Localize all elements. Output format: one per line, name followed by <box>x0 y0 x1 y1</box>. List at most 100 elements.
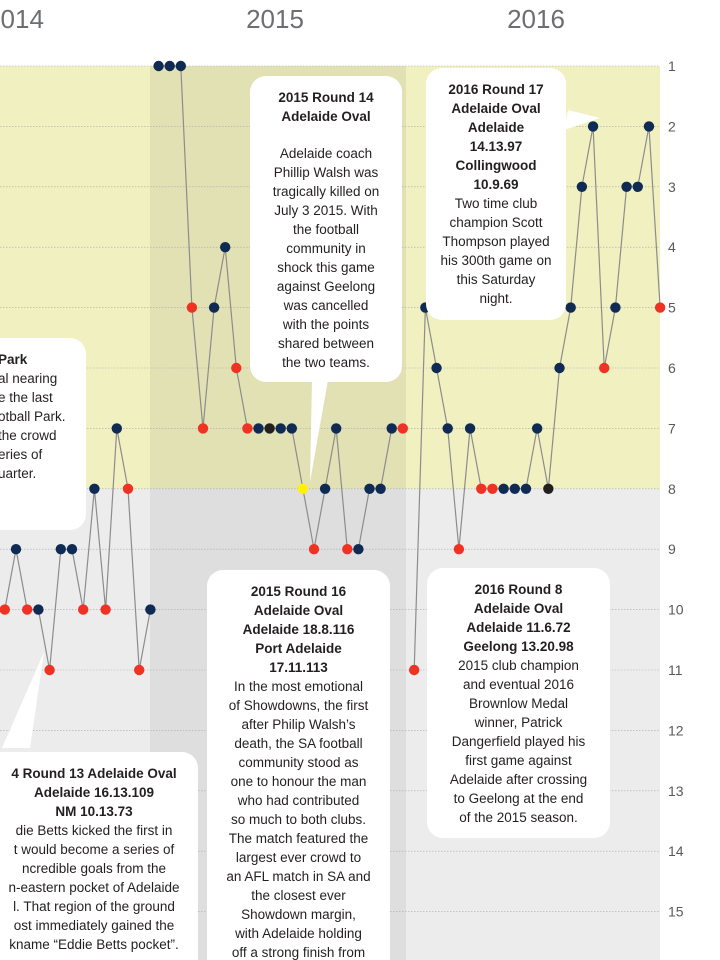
result-points <box>0 60 666 676</box>
callout-heading-line: Adelaide Oval <box>451 101 541 116</box>
callout-body-line: ost immediately gained the <box>13 918 175 933</box>
callout-body-line: Showdown margin, <box>241 907 356 922</box>
callout-body-line: so much to both clubs. <box>230 812 367 827</box>
result-point <box>654 302 666 313</box>
y-tick-label: 15 <box>668 904 684 920</box>
callout-body-line: t would become a series of <box>13 842 175 857</box>
callout-body-line: the crowd <box>0 428 57 443</box>
result-point <box>408 664 420 676</box>
result-point <box>531 423 543 434</box>
result-point <box>375 483 386 494</box>
result-point <box>599 362 610 374</box>
result-point <box>453 544 465 555</box>
result-point <box>220 242 231 253</box>
callout-body-line: one to honour the man <box>230 774 367 789</box>
result-point <box>587 121 599 132</box>
result-point <box>145 604 156 615</box>
result-point <box>297 483 309 494</box>
year-labels: 2014 2015 2016 <box>0 4 565 34</box>
callout-body-line: July 3 2015. With <box>274 203 378 218</box>
result-point <box>308 544 320 555</box>
callout-2015-round-16: 2015 Round 16 Adelaide Oval Adelaide 18.8.… <box>207 570 390 960</box>
y-tick-label: 6 <box>668 360 676 376</box>
result-point <box>22 604 33 615</box>
callout-body-line: of the 2015 season. <box>459 810 578 825</box>
callout-heading-line: 2015 Round 16 <box>250 584 347 599</box>
pointer-2015-round-14 <box>310 380 328 482</box>
callout-body-line: shock this game <box>277 260 375 275</box>
callout-heading-line: Adelaide 18.8.116 <box>242 622 355 637</box>
result-point <box>55 544 66 555</box>
result-point <box>386 423 397 434</box>
y-tick-label: 12 <box>668 722 684 738</box>
result-point <box>632 181 643 192</box>
callout-body-line: die Betts kicked the first in <box>15 823 173 838</box>
callout-heading-line: NM 10.13.73 <box>55 804 133 819</box>
callout-heading-line: Adelaide <box>467 120 525 135</box>
result-point <box>111 423 123 434</box>
callout-body-line: was cancelled <box>283 298 369 313</box>
y-tick-label: 8 <box>668 481 676 497</box>
callout-heading-line: Port Adelaide <box>255 641 342 656</box>
result-point <box>621 181 632 192</box>
result-point <box>543 483 554 494</box>
callout-heading-line: Adelaide 11.6.72 <box>466 620 571 635</box>
pointer-2016-round-17 <box>564 110 600 130</box>
callout-body-line: against Geelong <box>276 279 376 294</box>
callout-heading-line: 2015 Round 14 <box>278 90 374 105</box>
y-tick-label: 7 <box>668 420 676 436</box>
result-point <box>431 362 442 374</box>
callout-body-line: this Saturday <box>456 272 536 287</box>
result-point <box>164 60 175 72</box>
callout-body-line: ncredible goals from the <box>21 861 167 876</box>
callout-heading-line: 4 Round 13 Adelaide Oval <box>11 766 177 781</box>
result-point <box>576 181 588 192</box>
callout-body-line: champion Scott <box>449 215 543 230</box>
result-point <box>442 423 453 434</box>
y-tick-label: 13 <box>668 783 684 799</box>
callout-body-line: of Showdowns, the first <box>228 698 369 713</box>
callout-body-line: The match featured the <box>228 831 369 846</box>
callout-body-line: his 300th game on <box>440 253 552 268</box>
callout-heading-line: Adelaide Oval <box>253 603 344 618</box>
callout-body-line: with the points <box>282 317 370 332</box>
callout-heading-line: Adelaide Oval <box>473 601 564 616</box>
callout-2014-round-13: 4 Round 13 Adelaide Oval Adelaide 16.13.1… <box>0 752 198 960</box>
result-point <box>520 483 532 494</box>
callout-body-line: and eventual 2016 <box>462 677 575 692</box>
callout-body-line: otball Park. <box>0 409 66 424</box>
result-point <box>643 121 655 132</box>
result-point <box>319 483 331 494</box>
callout-body-line: after Philip Walsh’s <box>241 717 356 732</box>
y-tick-label: 9 <box>668 541 676 557</box>
pointer-2014-round-13 <box>2 652 44 748</box>
year-label: 2016 <box>507 4 565 34</box>
callout-2016-round-17: 2016 Round 17 Adelaide Oval Adelaide 14.13.… <box>426 68 566 320</box>
callout-body-line: al nearing <box>0 371 58 386</box>
result-point <box>33 604 44 615</box>
callout-body-line: Dangerfield played his <box>451 734 586 749</box>
callout-body-line: tragically killed on <box>272 184 380 199</box>
result-point <box>565 302 576 313</box>
result-point <box>175 60 186 72</box>
callout-body-line: 2015 club champion <box>458 658 579 673</box>
callout-heading-line: Park <box>0 352 28 367</box>
result-point <box>89 483 100 494</box>
callout-body-line: death, the SA football <box>234 736 363 751</box>
result-point <box>264 423 275 434</box>
result-point <box>610 302 621 313</box>
result-point <box>353 544 364 555</box>
result-point <box>242 423 253 434</box>
callout-heading-line: Adelaide Oval <box>281 109 371 124</box>
callout-body-line: who had contributed <box>237 793 360 808</box>
callout-body-line: with Adelaide holding <box>235 926 362 941</box>
callout-2015-round-14: 2015 Round 14 Adelaide Oval Adelaide coach… <box>250 76 402 382</box>
callout-heading-line: 14.13.97 <box>469 139 523 154</box>
callout-body-line: Adelaide after crossing <box>449 772 588 787</box>
callout-body-line: the two teams. <box>282 355 370 370</box>
callout-body-line: Brownlow Medal <box>468 696 569 711</box>
callout-body-line: eries of <box>0 447 43 462</box>
y-tick-label: 11 <box>668 662 683 678</box>
callout-body-line: Adelaide coach <box>279 146 373 161</box>
